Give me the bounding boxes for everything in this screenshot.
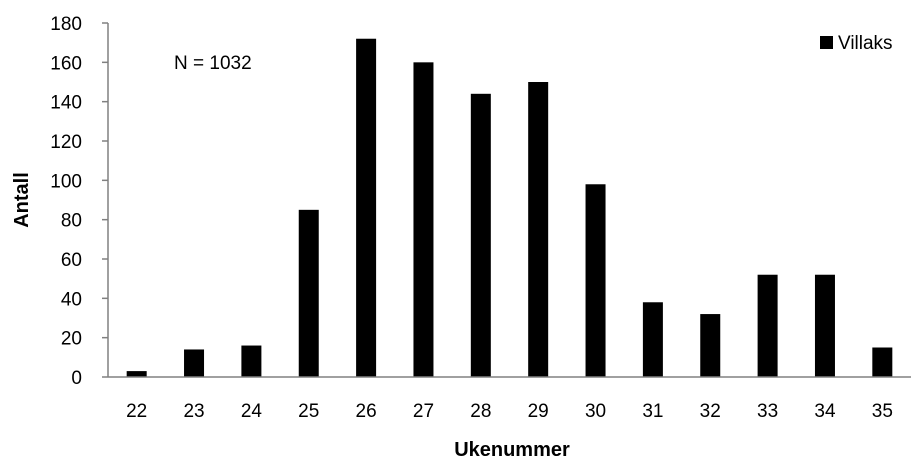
axes-group [107, 23, 911, 378]
sample-size-annotation: N = 1032 [174, 53, 252, 74]
y-tick-label: 180 [50, 14, 82, 35]
y-axis-title: Antall [11, 172, 33, 228]
x-tick-label: 26 [356, 401, 377, 422]
x-tick-label: 22 [126, 401, 147, 422]
y-tick-label: 0 [71, 368, 82, 389]
x-axis-title: Ukenummer [454, 439, 570, 461]
bars-group [126, 38, 893, 378]
bar-week-31 [642, 302, 663, 377]
bar-week-29 [528, 82, 549, 377]
y-tick-label: 120 [50, 132, 82, 153]
x-tick-label: 24 [241, 401, 263, 422]
y-ticks-group: 0 20 40 60 80 100 120 140 160 180 [50, 14, 108, 389]
legend: Villaks [820, 33, 893, 54]
y-tick-label: 160 [50, 53, 82, 74]
x-ticks-group: 22 23 24 25 26 27 28 29 30 31 32 33 34 35 [126, 401, 893, 422]
bar-week-27 [413, 62, 434, 377]
bar-week-25 [298, 209, 319, 377]
x-tick-label: 33 [757, 401, 778, 422]
bar-week-23 [184, 349, 205, 377]
x-tick-label: 29 [528, 401, 549, 422]
x-tick-label: 28 [470, 401, 491, 422]
bar-week-22 [126, 371, 147, 377]
x-tick-label: 35 [872, 401, 893, 422]
bar-week-26 [356, 38, 377, 377]
y-tick-label: 60 [61, 250, 82, 271]
legend-swatch [820, 36, 833, 49]
y-tick-label: 100 [50, 171, 82, 192]
x-tick-label: 34 [814, 401, 836, 422]
x-tick-label: 27 [413, 401, 434, 422]
y-tick-label: 140 [50, 93, 82, 114]
x-tick-label: 32 [700, 401, 721, 422]
bar-week-32 [700, 314, 721, 377]
x-tick-label: 31 [642, 401, 663, 422]
bar-week-34 [814, 274, 835, 377]
bar-week-35 [872, 347, 893, 377]
legend-label-villaks: Villaks [838, 33, 893, 54]
bar-week-30 [585, 184, 606, 377]
x-tick-label: 30 [585, 401, 606, 422]
y-tick-label: 40 [61, 289, 82, 310]
x-tick-label: 23 [183, 401, 204, 422]
y-tick-label: 20 [61, 329, 82, 350]
y-tick-label: 80 [61, 211, 82, 232]
bar-week-28 [470, 93, 491, 378]
x-tick-label: 25 [298, 401, 319, 422]
bar-week-33 [757, 274, 778, 377]
bar-week-24 [241, 345, 262, 377]
